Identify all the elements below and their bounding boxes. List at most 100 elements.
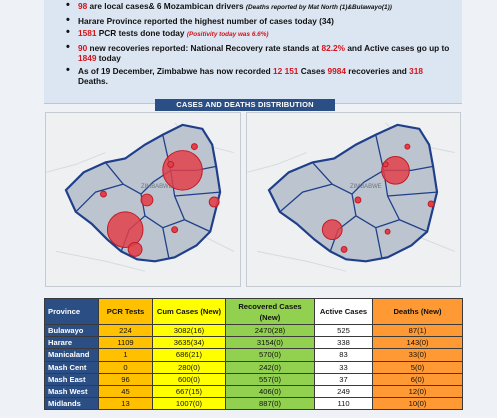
cell-province: Mash East [44, 372, 99, 387]
cell-dth: 10(0) [372, 397, 463, 411]
masvingo-deaths-bubble [384, 228, 391, 235]
recoveries-text: new recoveries reported: National Recove… [87, 42, 322, 53]
cell-pcr: 13 [98, 397, 153, 411]
cell-province: Bulawayo [44, 323, 99, 338]
bullet-local-cases: 98 are local cases& 6 Mozambican drivers… [66, 0, 454, 14]
cell-province: Harare [44, 336, 99, 350]
cell-pcr: 0 [98, 360, 153, 374]
bulawayo-deaths-bubble [321, 219, 343, 241]
cell-pcr: 45 [98, 385, 153, 399]
midlands-cases-bubble [140, 193, 154, 207]
cell-dth: 12(0) [372, 385, 463, 399]
cell-cum: 1007(0) [152, 397, 226, 411]
matsouth-deaths-bubble [340, 245, 348, 253]
table-row: Mash West 45 667(15) 406(0) 249 12(0) [44, 385, 463, 399]
cell-act: 525 [314, 323, 373, 338]
cumulative-pre: As of 19 December, Zimbabwe has now reco… [78, 65, 274, 76]
cases-map-svg: ZIMBABWE [46, 113, 240, 286]
cell-pcr: 224 [98, 323, 153, 338]
table-row: Mash East 96 600(0) 557(0) 37 6(0) [44, 372, 463, 387]
cell-act: 83 [314, 348, 373, 362]
mashwest-cases-bubble [167, 160, 175, 168]
header-active: Active Cases [314, 298, 373, 325]
deaths-word: Deaths. [78, 76, 108, 86]
province-table: Province PCR Tests Cum Cases (New) Recov… [44, 298, 463, 411]
cell-rec: 2470(28) [225, 323, 315, 338]
cell-pcr: 1109 [98, 336, 153, 350]
mashcent-deaths-bubble [404, 143, 411, 150]
header-recovered: Recovered Cases (New) [225, 298, 315, 325]
harare-highest-text: Harare Province reported the highest num… [78, 15, 334, 26]
cell-cum: 667(15) [152, 385, 226, 399]
harare-cases-bubble [162, 150, 203, 191]
table-row: Manicaland 1 686(21) 570(0) 83 33(0) [44, 348, 463, 362]
table-row: Mash Cent 0 280(0) 242(0) 33 5(0) [44, 360, 463, 374]
local-cases-count: 98 [78, 1, 88, 11]
cell-rec: 3154(0) [225, 336, 315, 350]
active-text: and Active cases go up to [345, 42, 450, 53]
manicaland-deaths-bubble [427, 200, 435, 208]
cell-dth: 33(0) [372, 348, 463, 362]
deaths-map-svg: ZIMBABWE [247, 113, 460, 286]
cell-act: 338 [314, 336, 373, 350]
cell-dth: 5(0) [372, 360, 463, 374]
manicaland-cases-bubble [208, 196, 220, 208]
table-row: Bulawayo 224 3082(16) 2470(28) 525 87(1) [44, 323, 463, 338]
cell-cum: 3082(16) [152, 323, 226, 338]
zimbabwe-map-label: ZIMBABWE [141, 184, 173, 190]
cell-province: Mash West [44, 385, 99, 399]
cell-cum: 3635(34) [152, 336, 226, 350]
deaths-note: (Deaths reported by Mat North (1)&Bulawa… [245, 4, 392, 11]
cell-rec: 887(0) [225, 397, 315, 411]
pcr-text: PCR tests done today [96, 28, 187, 38]
midlands-deaths-bubble [354, 196, 362, 204]
masvingo-cases-bubble [171, 226, 179, 234]
distribution-banner: CASES AND DEATHS DISTRIBUTION [155, 99, 335, 111]
cell-dth: 6(0) [372, 372, 463, 387]
matsouth-cases-bubble [127, 242, 143, 257]
header-deaths: Deaths (New) [372, 298, 463, 325]
deaths-map: ZIMBABWE [246, 112, 461, 287]
cell-cum: 280(0) [152, 360, 226, 374]
cell-province: Manicaland [44, 348, 99, 362]
bullet-cumulative: As of 19 December, Zimbabwe has now reco… [66, 65, 454, 87]
harare-deaths-bubble [381, 156, 410, 185]
total-recoveries: 9984 [327, 65, 346, 76]
cell-act: 33 [314, 360, 373, 374]
mashwest-deaths-bubble [382, 161, 389, 168]
pcr-count: 1581 [78, 28, 97, 38]
cell-dth: 87(1) [372, 323, 463, 338]
cell-pcr: 96 [98, 372, 153, 387]
summary-panel: 98 are local cases& 6 Mozambican drivers… [44, 0, 462, 104]
cell-pcr: 1 [98, 348, 153, 362]
recovery-rate: 82.2% [321, 42, 346, 53]
header-province: Province [44, 298, 99, 325]
cell-rec: 570(0) [225, 348, 315, 362]
cell-act: 37 [314, 372, 373, 387]
zimbabwe-map-label-right: ZIMBABWE [350, 184, 382, 190]
header-cum-cases: Cum Cases (New) [152, 298, 226, 325]
recoveries-count: 90 [78, 42, 88, 53]
cell-province: Mash Cent [44, 360, 99, 374]
positivity-note: (Positivity today was 6.6%) [186, 31, 269, 38]
bulawayo-cases-bubble [106, 211, 144, 248]
table-header-row: Province PCR Tests Cum Cases (New) Recov… [44, 298, 463, 325]
mashcent-cases-bubble [190, 143, 198, 151]
cases-map: ZIMBABWE [45, 112, 241, 287]
bullet-pcr-tests: 1581 PCR tests done today (Positivity to… [66, 27, 454, 41]
total-cases: 12 151 [273, 65, 299, 76]
total-deaths: 318 [409, 65, 423, 76]
cell-rec: 406(0) [225, 385, 315, 399]
cell-act: 110 [314, 397, 373, 411]
bullet-harare-highest: Harare Province reported the highest num… [66, 15, 454, 27]
cases-word: Cases [298, 65, 328, 76]
header-pcr: PCR Tests [98, 298, 153, 325]
cell-act: 249 [314, 385, 373, 399]
cell-rec: 242(0) [225, 360, 315, 374]
cell-province: Midlands [44, 397, 99, 411]
recoveries-word: recoveries and [345, 65, 410, 76]
active-count: 1849 [78, 53, 97, 63]
summary-list: 98 are local cases& 6 Mozambican drivers… [44, 0, 462, 87]
today-text: today [96, 53, 121, 63]
cell-rec: 557(0) [225, 372, 315, 387]
